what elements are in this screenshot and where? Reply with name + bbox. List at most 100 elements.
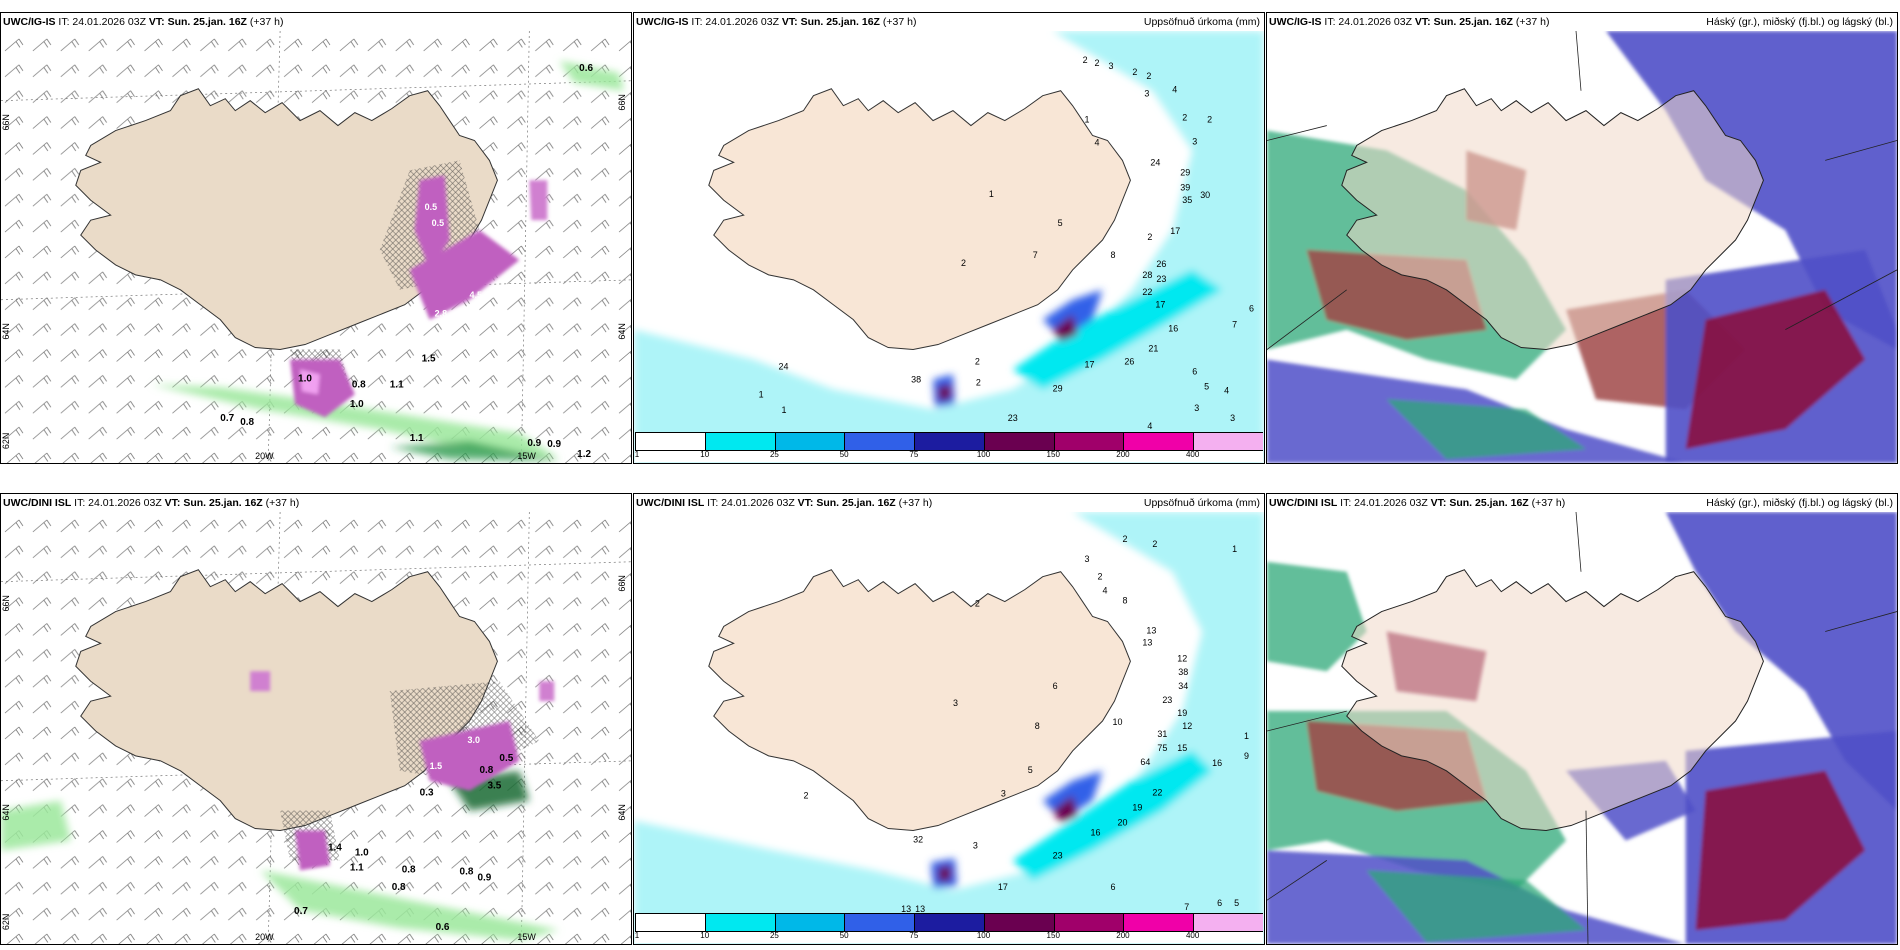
- svg-text:32: 32: [913, 834, 923, 844]
- map-canvas[interactable]: 3.0 0.5 0.8 1.5 3.5 0.3 1.1 0.8 0.8 0.9 …: [1, 512, 631, 944]
- svg-text:21: 21: [1148, 344, 1158, 354]
- axis-labels: 66N 64N 62N 66N 64N 20W 15W: [1, 94, 627, 461]
- svg-text:64N: 64N: [1, 323, 11, 339]
- svg-text:5: 5: [1028, 765, 1033, 775]
- svg-text:2: 2: [1098, 572, 1103, 582]
- init-time: IT: 24.01.2026 03Z: [1340, 497, 1428, 509]
- svg-text:1.4: 1.4: [328, 842, 342, 853]
- svg-text:29: 29: [1180, 167, 1190, 177]
- vt-label: VT:: [1414, 16, 1431, 28]
- svg-text:0.6: 0.6: [436, 922, 450, 933]
- panel-title: Háský (gr.), miðský (fj.bl.) og lágský (…: [1706, 497, 1893, 509]
- svg-text:8: 8: [1035, 721, 1040, 731]
- svg-text:20W: 20W: [255, 932, 274, 942]
- svg-text:23: 23: [1053, 850, 1063, 860]
- svg-text:6: 6: [1053, 681, 1058, 691]
- svg-text:0.9: 0.9: [527, 438, 541, 449]
- svg-text:2: 2: [1152, 539, 1157, 549]
- svg-text:29: 29: [1053, 383, 1063, 393]
- legend-swatch: [1053, 433, 1124, 450]
- init-time: IT: 24.01.2026 03Z: [1324, 16, 1412, 28]
- svg-text:13: 13: [1142, 637, 1152, 647]
- wind-map-panel-ig: UWC/IG-IS IT: 24.01.2026 03Z VT: Sun. 25…: [0, 12, 632, 464]
- svg-text:16: 16: [1212, 758, 1222, 768]
- vt-label: VT:: [1430, 497, 1447, 509]
- svg-text:6: 6: [1110, 882, 1115, 892]
- svg-text:0.8: 0.8: [240, 417, 254, 428]
- panel-title: Uppsöfnuð úrkoma (mm): [1143, 16, 1260, 28]
- map-canvas[interactable]: 0.6 0.5 0.5 2.8 4.5 1.5 1.1 1.0 0.8 0.7 …: [1, 31, 631, 463]
- svg-text:62N: 62N: [1, 914, 11, 930]
- legend-colorbar: [635, 913, 1264, 932]
- svg-text:2.8: 2.8: [435, 309, 447, 319]
- legend-tick: 400: [1185, 450, 1200, 459]
- svg-text:24: 24: [779, 361, 789, 371]
- svg-text:3.0: 3.0: [468, 735, 480, 745]
- svg-text:0.9: 0.9: [477, 872, 491, 883]
- cloud-map-panel-ig: UWC/IG-IS IT: 24.01.2026 03Z VT: Sun. 25…: [1266, 12, 1898, 464]
- map-canvas[interactable]: 2 2 3 2 2 3 4 2 2 3 1 4 5 24 29 39 35 30…: [634, 31, 1264, 463]
- svg-text:0.5: 0.5: [432, 218, 444, 228]
- vt-label: VT:: [797, 497, 814, 509]
- legend-swatch: [1193, 433, 1264, 450]
- legend-colorbar: [635, 432, 1264, 451]
- map-canvas[interactable]: 2 2 1 3 2 4 8 13 13 12 38 34 23 19 12 31…: [634, 512, 1264, 944]
- svg-text:4: 4: [1172, 85, 1177, 95]
- svg-text:39: 39: [1180, 182, 1190, 192]
- svg-text:1.1: 1.1: [390, 379, 404, 390]
- svg-text:4: 4: [1103, 586, 1108, 596]
- svg-text:30: 30: [1200, 190, 1210, 200]
- svg-text:17: 17: [1170, 226, 1180, 236]
- svg-text:10: 10: [1112, 717, 1122, 727]
- svg-text:19: 19: [1132, 803, 1142, 813]
- svg-text:16: 16: [1091, 828, 1101, 838]
- legend-tick: 200: [1116, 931, 1130, 940]
- map-canvas[interactable]: [1267, 31, 1897, 463]
- legend-swatch: [983, 433, 1054, 450]
- svg-text:1: 1: [1244, 731, 1249, 741]
- svg-text:23: 23: [1162, 695, 1172, 705]
- map-canvas[interactable]: [1267, 512, 1897, 944]
- lead-time: (+37 h): [249, 16, 284, 28]
- svg-text:2: 2: [803, 791, 808, 801]
- valid-time: Sun. 25.jan. 16Z: [167, 16, 247, 28]
- svg-text:15W: 15W: [517, 451, 536, 461]
- svg-text:2: 2: [1147, 232, 1152, 242]
- cloud-map-panel-dini: UWC/DINI ISL IT: 24.01.2026 03Z VT: Sun.…: [1266, 493, 1898, 945]
- svg-text:75: 75: [1157, 743, 1167, 753]
- legend-swatch: [1193, 914, 1264, 931]
- valid-time: Sun. 25.jan. 16Z: [816, 497, 896, 509]
- legend-tick: 25: [769, 450, 779, 459]
- svg-text:1: 1: [1085, 115, 1090, 125]
- svg-text:6: 6: [1192, 366, 1197, 376]
- svg-text:9: 9: [1244, 751, 1249, 761]
- svg-text:0.7: 0.7: [294, 906, 308, 917]
- svg-text:1: 1: [759, 389, 764, 399]
- svg-text:66N: 66N: [1, 595, 11, 611]
- svg-text:22: 22: [1142, 287, 1152, 297]
- svg-text:2: 2: [975, 356, 980, 366]
- panel-header: UWC/IG-IS IT: 24.01.2026 03Z VT: Sun. 25…: [634, 13, 1264, 31]
- svg-text:3: 3: [1144, 89, 1149, 99]
- lead-time: (+37 h): [882, 16, 917, 28]
- model-name: UWC/DINI ISL: [636, 497, 705, 509]
- precip-labels: 2 2 3 2 2 3 4 2 2 3 1 4 5 24 29 39 35 30…: [696, 55, 1254, 449]
- svg-text:5: 5: [1204, 381, 1209, 391]
- projection-lines: [1267, 31, 1897, 350]
- wind-map-panel-dini: UWC/DINI ISL IT: 24.01.2026 03Z VT: Sun.…: [0, 493, 632, 945]
- panel-header: UWC/DINI ISL IT: 24.01.2026 03Z VT: Sun.…: [1, 494, 631, 512]
- precip-legend: 1 10 25 50 75 100 150 200 400: [635, 432, 1264, 462]
- model-name: UWC/DINI ISL: [3, 497, 72, 509]
- svg-text:4: 4: [1147, 421, 1152, 431]
- svg-text:6: 6: [1217, 898, 1222, 908]
- precip-blobs: [290, 175, 548, 418]
- svg-text:2: 2: [1207, 115, 1212, 125]
- svg-text:0.8: 0.8: [460, 866, 474, 877]
- legend-tick: 1: [634, 931, 640, 940]
- model-name: UWC/IG-IS: [3, 16, 56, 28]
- svg-text:2: 2: [976, 377, 981, 387]
- svg-text:1.1: 1.1: [410, 433, 424, 444]
- svg-text:1.0: 1.0: [350, 399, 364, 410]
- svg-text:16: 16: [1168, 324, 1178, 334]
- legend-tick: 10: [700, 450, 710, 459]
